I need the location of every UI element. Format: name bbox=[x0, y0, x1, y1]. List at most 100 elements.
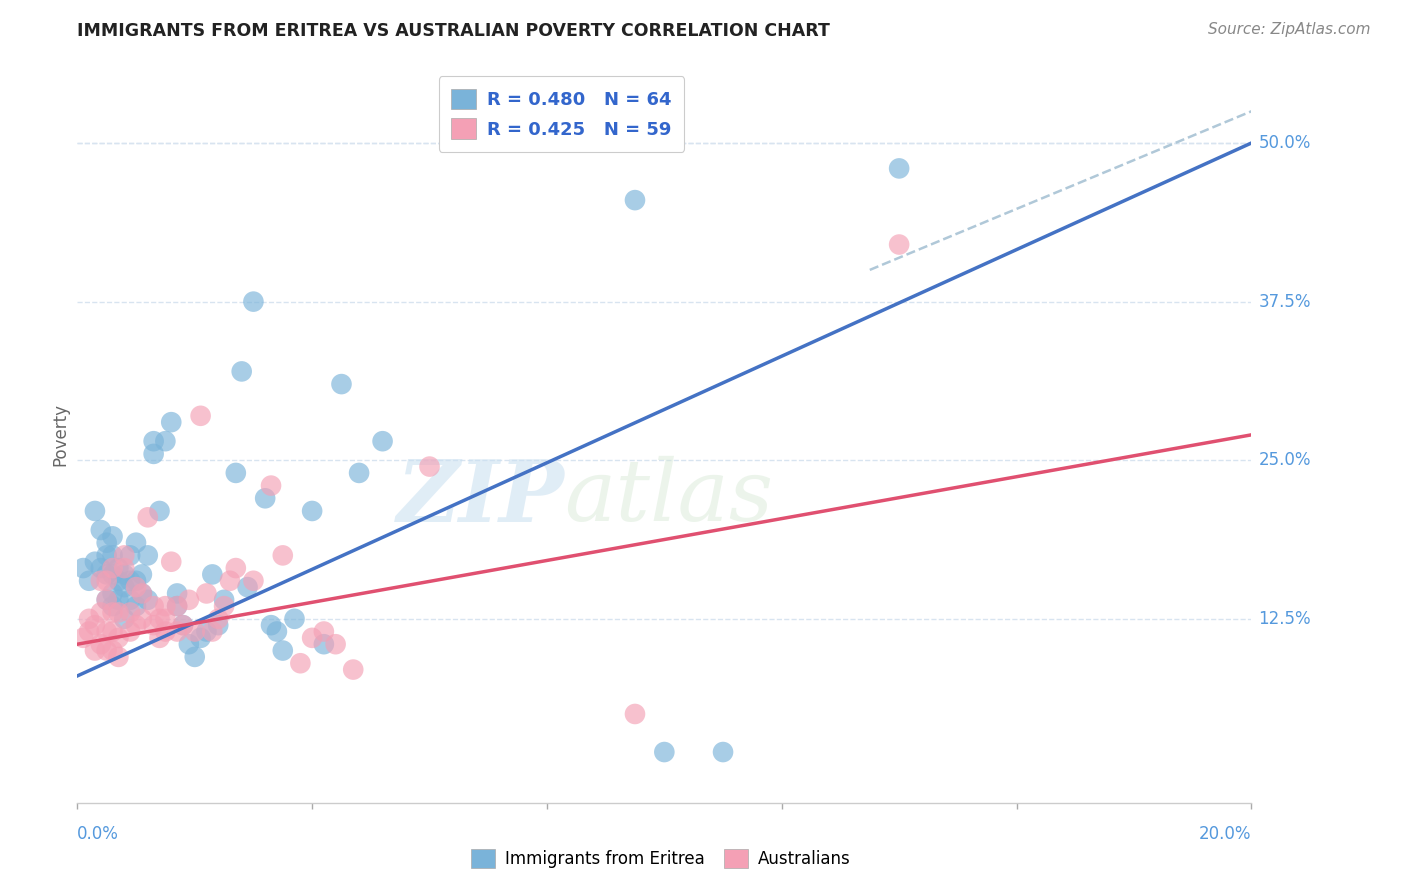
Point bbox=[271, 549, 294, 563]
Point bbox=[254, 491, 277, 506]
Point bbox=[172, 618, 194, 632]
Point bbox=[312, 637, 335, 651]
Point bbox=[77, 624, 100, 639]
Point bbox=[371, 434, 394, 449]
Point bbox=[120, 549, 142, 563]
Point bbox=[84, 504, 107, 518]
Point bbox=[190, 631, 212, 645]
Point bbox=[96, 624, 118, 639]
Point bbox=[112, 567, 135, 582]
Point bbox=[155, 434, 177, 449]
Point bbox=[166, 599, 188, 614]
Point bbox=[120, 574, 142, 588]
Point bbox=[90, 561, 112, 575]
Point bbox=[125, 618, 148, 632]
Point bbox=[624, 706, 647, 721]
Point bbox=[112, 612, 135, 626]
Point bbox=[90, 606, 112, 620]
Point bbox=[711, 745, 734, 759]
Text: ZIP: ZIP bbox=[396, 456, 565, 539]
Point bbox=[283, 612, 305, 626]
Point bbox=[136, 592, 159, 607]
Point bbox=[101, 567, 124, 582]
Text: Source: ZipAtlas.com: Source: ZipAtlas.com bbox=[1208, 22, 1371, 37]
Point bbox=[242, 574, 264, 588]
Point bbox=[330, 377, 353, 392]
Point bbox=[207, 612, 229, 626]
Point bbox=[120, 624, 142, 639]
Point bbox=[112, 561, 135, 575]
Point bbox=[101, 624, 124, 639]
Text: 25.0%: 25.0% bbox=[1258, 451, 1310, 469]
Point bbox=[107, 649, 129, 664]
Point bbox=[107, 631, 129, 645]
Legend: Immigrants from Eritrea, Australians: Immigrants from Eritrea, Australians bbox=[463, 840, 859, 877]
Point bbox=[172, 618, 194, 632]
Point bbox=[125, 580, 148, 594]
Point bbox=[96, 643, 118, 657]
Point bbox=[131, 612, 153, 626]
Point bbox=[160, 415, 183, 429]
Point bbox=[195, 586, 218, 600]
Point bbox=[96, 535, 118, 549]
Point bbox=[260, 618, 283, 632]
Point bbox=[177, 637, 200, 651]
Point bbox=[120, 606, 142, 620]
Point bbox=[419, 459, 441, 474]
Point bbox=[155, 599, 177, 614]
Point bbox=[96, 549, 118, 563]
Point bbox=[652, 745, 676, 759]
Point bbox=[125, 599, 148, 614]
Point bbox=[84, 555, 107, 569]
Point bbox=[236, 580, 259, 594]
Point bbox=[125, 574, 148, 588]
Point bbox=[148, 612, 170, 626]
Point bbox=[155, 624, 177, 639]
Point bbox=[107, 561, 129, 575]
Point bbox=[101, 561, 124, 575]
Point bbox=[112, 549, 135, 563]
Point bbox=[136, 510, 159, 524]
Point bbox=[101, 549, 124, 563]
Point bbox=[183, 649, 207, 664]
Point bbox=[260, 478, 283, 492]
Point bbox=[77, 612, 100, 626]
Text: 0.0%: 0.0% bbox=[77, 825, 120, 843]
Point bbox=[231, 364, 253, 378]
Point bbox=[266, 624, 288, 639]
Point bbox=[72, 631, 94, 645]
Point bbox=[242, 294, 264, 309]
Point bbox=[136, 549, 159, 563]
Point bbox=[142, 447, 165, 461]
Point bbox=[101, 599, 124, 614]
Point bbox=[212, 599, 235, 614]
Point bbox=[190, 409, 212, 423]
Point bbox=[225, 466, 247, 480]
Point bbox=[84, 618, 107, 632]
Point bbox=[90, 523, 112, 537]
Point bbox=[84, 643, 107, 657]
Point bbox=[112, 580, 135, 594]
Point bbox=[77, 574, 100, 588]
Point bbox=[166, 624, 188, 639]
Point bbox=[148, 504, 170, 518]
Point bbox=[219, 574, 242, 588]
Text: atlas: atlas bbox=[565, 456, 773, 539]
Point bbox=[177, 592, 200, 607]
Point bbox=[131, 586, 153, 600]
Point bbox=[101, 606, 124, 620]
Point bbox=[142, 618, 165, 632]
Y-axis label: Poverty: Poverty bbox=[51, 403, 69, 467]
Point bbox=[142, 434, 165, 449]
Point bbox=[125, 535, 148, 549]
Point bbox=[290, 657, 312, 671]
Point bbox=[96, 592, 118, 607]
Point bbox=[107, 606, 129, 620]
Point bbox=[101, 643, 124, 657]
Point bbox=[325, 637, 347, 651]
Point bbox=[201, 567, 224, 582]
Point bbox=[342, 663, 364, 677]
Point bbox=[101, 586, 124, 600]
Point bbox=[160, 555, 183, 569]
Point bbox=[107, 574, 129, 588]
